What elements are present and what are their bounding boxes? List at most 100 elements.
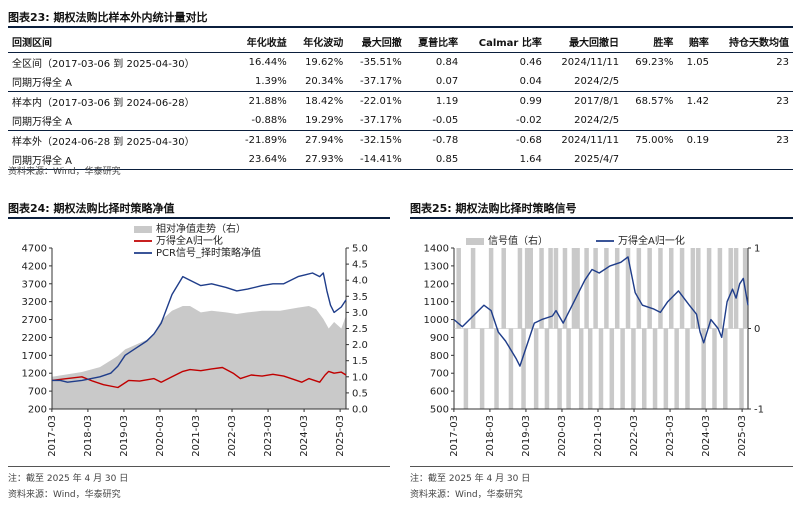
table-header-row: 回测区间 年化收益 年化波动 最大回撤 夏普比率 Calmar 比率 最大回撤日… bbox=[8, 30, 793, 53]
x-tick-label: 2020-03 bbox=[557, 415, 568, 457]
table-cell: 1.39% bbox=[254, 76, 287, 87]
signal-bar bbox=[733, 248, 739, 329]
signal-bar bbox=[647, 248, 652, 329]
col-header: 持仓天数均值 bbox=[729, 37, 789, 49]
y-left-tick-label: 4200 bbox=[22, 261, 47, 272]
table-cell: 2024/11/11 bbox=[561, 135, 620, 146]
x-tick-label: 2020-03 bbox=[155, 415, 166, 457]
table-cell: -32.15% bbox=[359, 135, 402, 146]
table-cell: 27.94% bbox=[305, 135, 344, 146]
col-header: 回测区间 bbox=[12, 37, 52, 49]
signal-bar bbox=[524, 248, 530, 329]
table-row: 样本内（2017-03-06 到 2024-06-28） 21.88% 18.42%… bbox=[8, 92, 793, 112]
wind-a-line bbox=[51, 366, 347, 389]
y-left-tick-label: 200 bbox=[28, 405, 47, 416]
right-figure-title-rule bbox=[410, 217, 793, 219]
y-right-tick-label: 0 bbox=[754, 324, 760, 335]
strategy-nav-line bbox=[52, 272, 347, 383]
table-cell: -0.78 bbox=[432, 135, 459, 146]
signal-bar bbox=[641, 328, 647, 409]
table-cell: -0.68 bbox=[515, 135, 542, 146]
y-left-tick-label: 800 bbox=[430, 351, 449, 362]
left-figure-bottom-rule bbox=[8, 466, 390, 467]
table-cell: 16.44% bbox=[248, 57, 287, 68]
table-cell: 18.42% bbox=[305, 96, 344, 107]
signal-bar bbox=[706, 248, 712, 329]
table-cell: -35.51% bbox=[359, 57, 402, 68]
table-body: 全区间（2017-03-06 到 2025-04-30） 16.44% 19.62%… bbox=[8, 53, 793, 170]
x-tick-label: 2023-03 bbox=[665, 415, 676, 457]
col-header: Calmar 比率 bbox=[478, 37, 542, 49]
table-cell: 0.07 bbox=[435, 76, 459, 87]
y-left-tick-label: 1100 bbox=[424, 297, 449, 308]
x-tick-label: 2018-03 bbox=[485, 415, 496, 457]
x-tick-label: 2021-03 bbox=[191, 415, 202, 457]
row-label: 同期万得全 A bbox=[12, 156, 73, 167]
signal-bar bbox=[625, 248, 631, 329]
table-title-rule bbox=[8, 26, 793, 28]
legend-label: PCR信号_择时策略净值 bbox=[156, 246, 261, 259]
col-header: 胜率 bbox=[653, 37, 674, 49]
table-row: 全区间（2017-03-06 到 2025-04-30） 16.44% 19.62%… bbox=[8, 53, 793, 73]
signal-bar bbox=[685, 328, 690, 409]
y-left-tick-label: 1200 bbox=[424, 279, 449, 290]
y-right-tick-label: 0.5 bbox=[352, 388, 368, 399]
signal-bar bbox=[539, 248, 544, 329]
signal-bar bbox=[533, 328, 539, 409]
signal-bar bbox=[609, 328, 615, 409]
table-cell: 0.99 bbox=[519, 96, 542, 107]
col-header: 赔率 bbox=[688, 37, 709, 49]
signal-bar bbox=[674, 328, 679, 409]
table-cell bbox=[623, 111, 677, 131]
legend-label: 相对净值走势（右） bbox=[156, 222, 246, 235]
x-tick-label: 2022-03 bbox=[227, 415, 238, 457]
table-cell: 23.64% bbox=[248, 154, 287, 165]
signal-bar bbox=[566, 328, 571, 409]
y-left-tick-label: 2200 bbox=[22, 333, 47, 344]
row-label: 同期万得全 A bbox=[12, 117, 73, 128]
table-cell: -14.41% bbox=[359, 154, 402, 165]
right-figure-bottom-rule bbox=[410, 466, 793, 467]
table-cell bbox=[623, 150, 677, 170]
y-left-tick-label: 3200 bbox=[22, 297, 47, 308]
left-figure-note: 注：截至 2025 年 4 月 30 日 bbox=[8, 474, 129, 484]
legend-label: 万得全A归一化 bbox=[156, 234, 223, 247]
signal-bar bbox=[636, 248, 642, 329]
col-header: 年化波动 bbox=[303, 37, 344, 49]
y-left-tick-label: 500 bbox=[430, 405, 449, 416]
y-left-tick-label: 600 bbox=[430, 387, 449, 398]
right-figure-note: 注：截至 2025 年 4 月 30 日 bbox=[410, 474, 531, 484]
legend-swatch bbox=[134, 226, 152, 233]
signal-bar bbox=[557, 328, 562, 409]
table-cell: 0.04 bbox=[519, 76, 542, 87]
signal-bar bbox=[501, 248, 506, 329]
signal-bar bbox=[587, 328, 593, 409]
signal-bar bbox=[470, 248, 476, 329]
col-header: 年化收益 bbox=[246, 37, 287, 49]
signal-bar bbox=[620, 328, 625, 409]
table-cell: 2025/4/7 bbox=[574, 154, 620, 165]
y-right-tick-label: 3.0 bbox=[352, 308, 368, 319]
table-row: 同期万得全 A 1.39% 20.34% -37.17% 0.07 0.04 2024/2/… bbox=[8, 72, 793, 92]
signal-bar bbox=[463, 328, 469, 409]
signal-bar bbox=[728, 248, 733, 329]
signal-bar bbox=[553, 248, 559, 329]
signal-bar bbox=[544, 328, 550, 409]
table-cell: -0.88% bbox=[251, 115, 287, 126]
y-right-tick-label: -1 bbox=[754, 405, 764, 416]
nav-chart: 200 700 1200 1700 2200 2700 3200 3700 4200 4700 0.… bbox=[22, 222, 368, 457]
table-cell bbox=[677, 150, 713, 170]
table-cell: 2024/11/11 bbox=[561, 57, 620, 68]
y-right-tick-label: 1 bbox=[754, 244, 760, 255]
x-tick-label: 2023-03 bbox=[263, 415, 274, 457]
relative-nav-area bbox=[52, 305, 346, 409]
table-row: 样本外（2024-06-28 到 2025-04-30） -21.89% 27.94… bbox=[8, 131, 793, 151]
x-tick-label: 2019-03 bbox=[119, 415, 130, 457]
y-left-tick-label: 1300 bbox=[424, 261, 449, 272]
left-figure-title-rule bbox=[8, 217, 390, 219]
table-cell bbox=[677, 72, 713, 92]
col-header: 最大回撤日 bbox=[569, 37, 620, 49]
right-figure-title: 图表25: 期权法购比择时策略信号 bbox=[410, 202, 577, 215]
table-cell: -21.89% bbox=[244, 135, 287, 146]
signal-bar bbox=[631, 328, 636, 409]
